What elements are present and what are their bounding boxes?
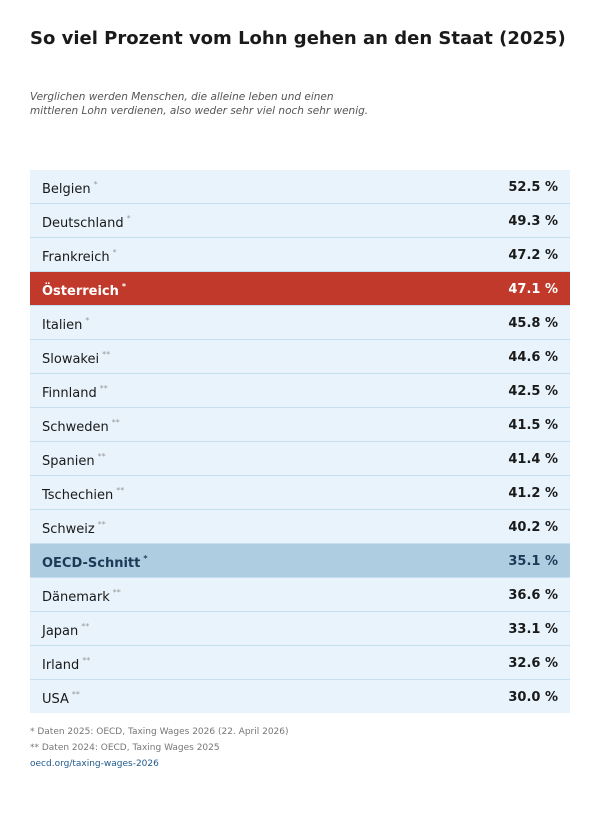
country-cell: Österreich * bbox=[42, 282, 126, 299]
country-name: Spanien bbox=[42, 454, 95, 469]
country-name: OECD-Schnitt bbox=[42, 556, 141, 571]
value-cell: 47.1 % bbox=[508, 282, 558, 297]
footnote-marker: ** bbox=[97, 452, 106, 461]
title: So viel Prozent vom Lohn gehen an den St… bbox=[30, 28, 566, 49]
table-row: Spanien ** 41.4 % bbox=[30, 442, 570, 476]
country-cell: Italien * bbox=[42, 316, 89, 333]
country-name: Schweden bbox=[42, 420, 109, 435]
footnote-marker: ** bbox=[71, 690, 80, 699]
subtitle: mittleren Lohn verdienen, also weder seh… bbox=[30, 105, 369, 117]
value-cell: 44.6 % bbox=[508, 350, 558, 365]
country-cell: Japan ** bbox=[42, 622, 89, 639]
value-cell: 42.5 % bbox=[508, 384, 558, 399]
country-cell: Deutschland * bbox=[42, 214, 131, 231]
table: Belgien * 52.5 % Deutschland * 49.3 % Frankrei… bbox=[30, 170, 570, 713]
table-row: Belgien * 52.5 % bbox=[30, 170, 570, 204]
country-name: Schweiz bbox=[42, 522, 95, 537]
country-cell: Frankreich * bbox=[42, 248, 117, 265]
value-cell: 41.4 % bbox=[508, 452, 558, 467]
table-row: Dänemark ** 36.6 % bbox=[30, 578, 570, 612]
footnote-marker: * bbox=[143, 554, 148, 563]
footnote-marker: * bbox=[93, 180, 98, 189]
footnote-marker: ** bbox=[116, 486, 125, 495]
table-row: Schweden ** 41.5 % bbox=[30, 408, 570, 442]
value-cell: 30.0 % bbox=[508, 690, 558, 705]
country-cell: Schweden ** bbox=[42, 418, 120, 435]
value-cell: 33.1 % bbox=[508, 622, 558, 637]
footnote-marker: ** bbox=[81, 622, 90, 631]
table-row: Österreich * 47.1 % bbox=[30, 272, 570, 306]
footnote-marker: * bbox=[126, 214, 131, 223]
country-cell: USA ** bbox=[42, 690, 80, 707]
footnote-marker: ** bbox=[82, 656, 91, 665]
footnote-marker: ** bbox=[112, 588, 121, 597]
value-cell: 47.2 % bbox=[508, 248, 558, 263]
footnote: ** Daten 2024: OECD, Taxing Wages 2025 bbox=[30, 743, 220, 753]
value-cell: 49.3 % bbox=[508, 214, 558, 229]
footnote-marker: ** bbox=[111, 418, 120, 427]
value-cell: 45.8 % bbox=[508, 316, 558, 331]
value-cell: 41.2 % bbox=[508, 486, 558, 501]
value-cell: 32.6 % bbox=[508, 656, 558, 671]
country-cell: Belgien * bbox=[42, 180, 98, 197]
country-name: Deutschland bbox=[42, 216, 124, 231]
value-cell: 52.5 % bbox=[508, 180, 558, 195]
country-name: Österreich bbox=[42, 284, 119, 299]
footnote-marker: ** bbox=[99, 384, 108, 393]
footnote-marker: * bbox=[121, 282, 127, 291]
table-row: Finnland ** 42.5 % bbox=[30, 374, 570, 408]
country-cell: Dänemark ** bbox=[42, 588, 121, 605]
country-name: Italien bbox=[42, 318, 83, 333]
footnote-marker: ** bbox=[102, 350, 111, 359]
source-link[interactable]: oecd.org/taxing-wages-2026 bbox=[30, 759, 159, 769]
value-cell: 35.1 % bbox=[508, 554, 558, 569]
country-name: Belgien bbox=[42, 182, 91, 197]
country-cell: Finnland ** bbox=[42, 384, 108, 401]
country-cell: Tschechien ** bbox=[42, 486, 124, 503]
country-name: Dänemark bbox=[42, 590, 110, 605]
footnote-marker: * bbox=[85, 316, 90, 325]
table-row: OECD-Schnitt * 35.1 % bbox=[30, 544, 570, 578]
table-row: Slowakei ** 44.6 % bbox=[30, 340, 570, 374]
table-row: Irland ** 32.6 % bbox=[30, 646, 570, 680]
subtitle: Verglichen werden Menschen, die alleine … bbox=[30, 91, 334, 103]
country-cell: Spanien ** bbox=[42, 452, 106, 469]
country-name: Tschechien bbox=[42, 488, 114, 503]
table-row: Deutschland * 49.3 % bbox=[30, 204, 570, 238]
country-cell: Schweiz ** bbox=[42, 520, 106, 537]
footnote-marker: ** bbox=[97, 520, 106, 529]
value-cell: 36.6 % bbox=[508, 588, 558, 603]
country-name: Slowakei bbox=[42, 352, 100, 367]
country-cell: Slowakei ** bbox=[42, 350, 110, 367]
country-name: Frankreich bbox=[42, 250, 110, 265]
table-row: Italien * 45.8 % bbox=[30, 306, 570, 340]
table-row: Tschechien ** 41.2 % bbox=[30, 476, 570, 510]
country-name: Finnland bbox=[42, 386, 97, 401]
table-row: USA ** 30.0 % bbox=[30, 680, 570, 713]
footnote-marker: * bbox=[112, 248, 117, 257]
footnote: * Daten 2025: OECD, Taxing Wages 2026 (2… bbox=[30, 727, 289, 737]
value-cell: 41.5 % bbox=[508, 418, 558, 433]
country-name: USA bbox=[42, 692, 69, 707]
country-name: Irland bbox=[42, 658, 80, 673]
table-row: Schweiz ** 40.2 % bbox=[30, 510, 570, 544]
country-cell: OECD-Schnitt * bbox=[42, 554, 148, 571]
country-cell: Irland ** bbox=[42, 656, 90, 673]
table-row: Japan ** 33.1 % bbox=[30, 612, 570, 646]
table-row: Frankreich * 47.2 % bbox=[30, 238, 570, 272]
value-cell: 40.2 % bbox=[508, 520, 558, 535]
country-name: Japan bbox=[42, 624, 79, 639]
